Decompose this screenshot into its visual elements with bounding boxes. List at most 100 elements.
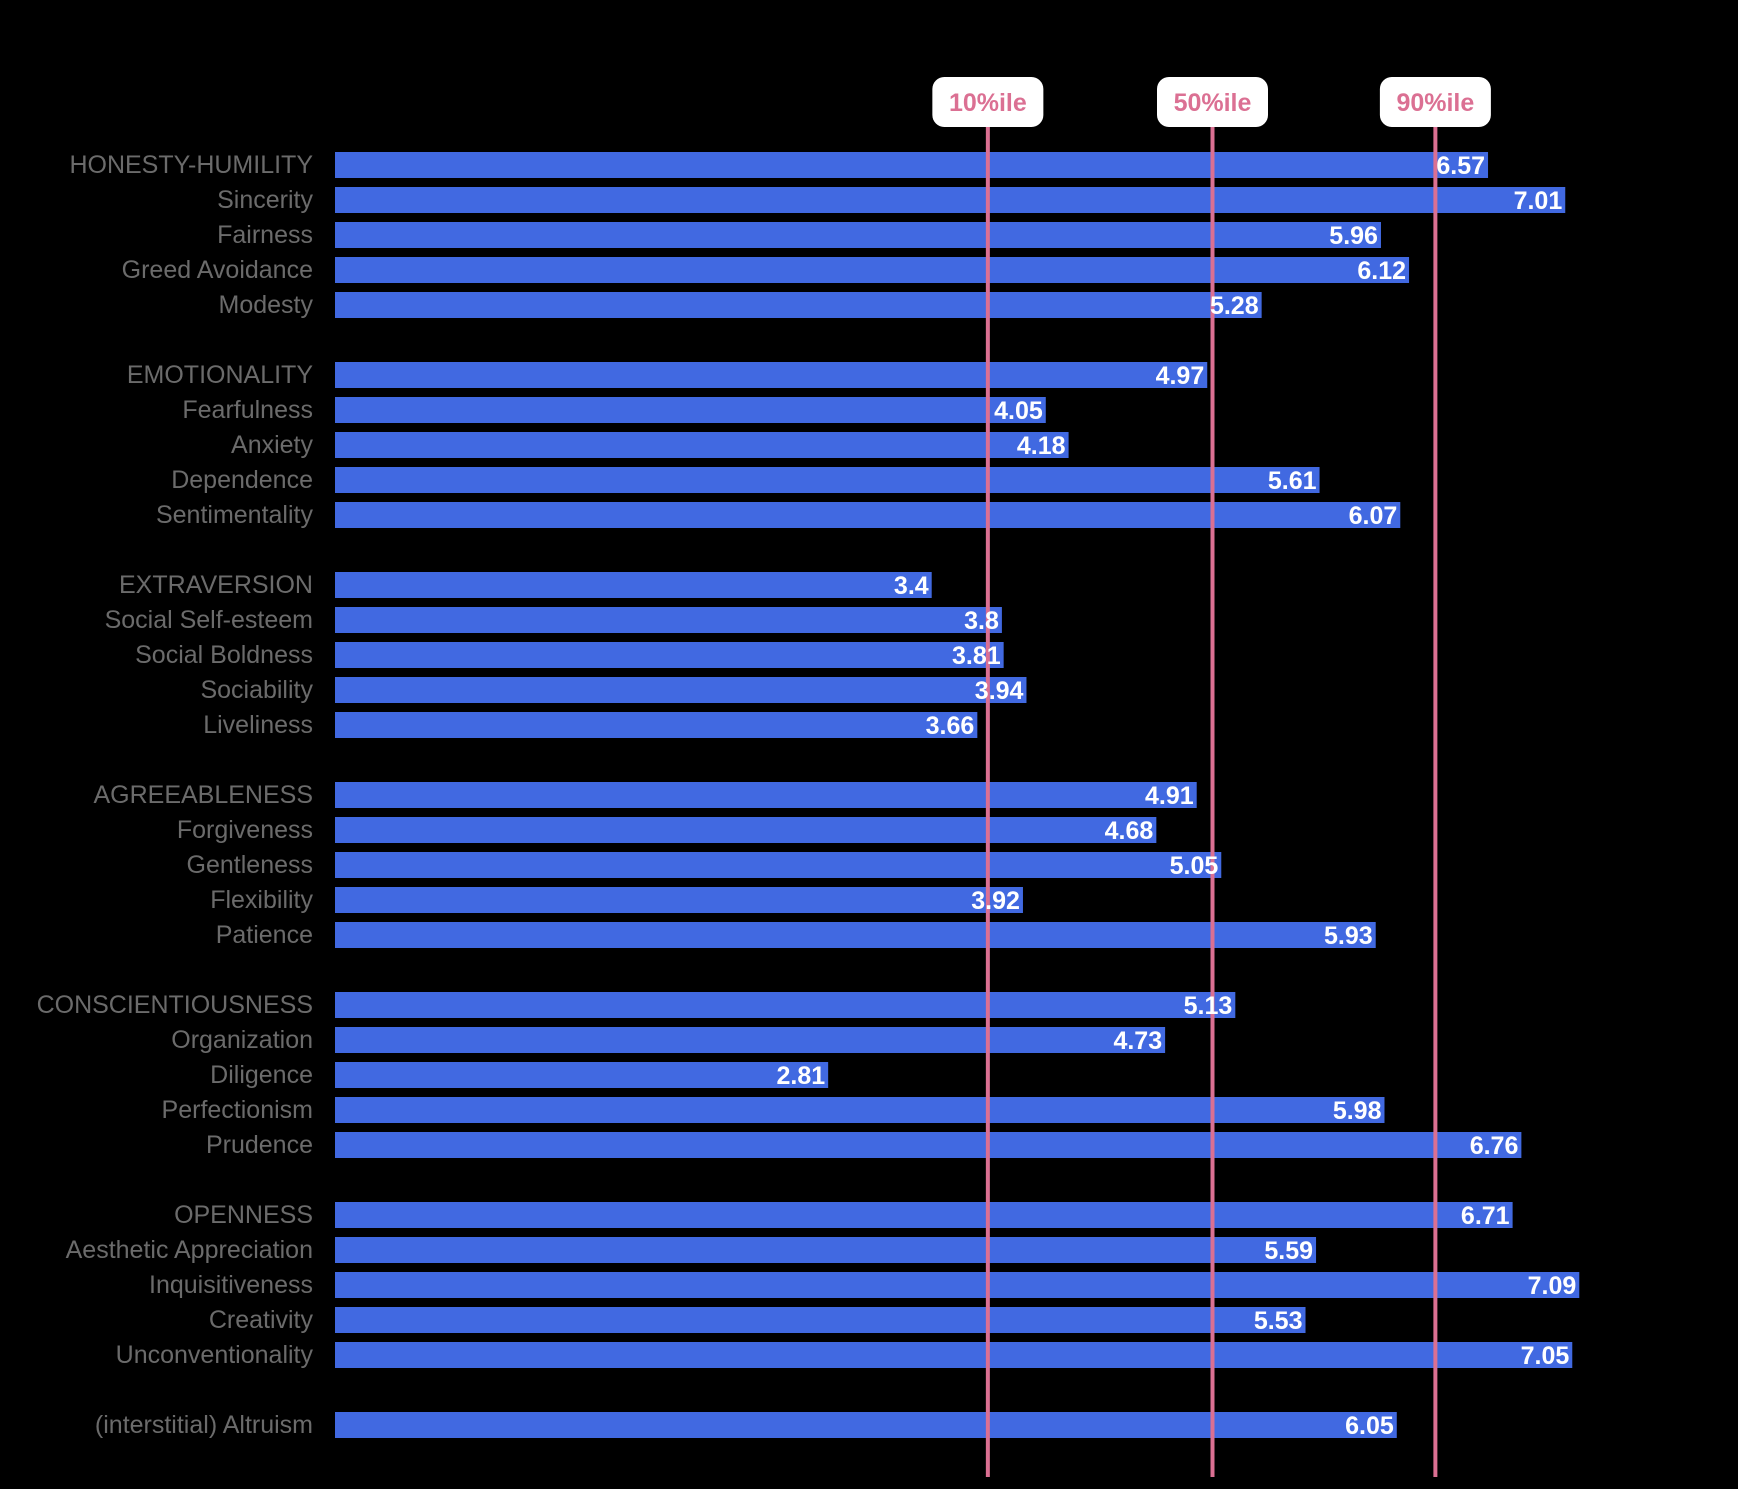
category-labels-layer: HONESTY-HUMILITY Sincerity Fairness Greed A…: [37, 151, 314, 1439]
category-label-social-self-esteem: Social Self-esteem: [105, 606, 313, 634]
percentile-lines-layer: [985, 77, 1438, 1477]
value-label-openness: 6.71: [1461, 1202, 1510, 1230]
bar-liveliness: [335, 712, 978, 738]
category-label-agreeableness: AGREEABLENESS: [93, 781, 313, 809]
value-label-social-self-esteem: 3.8: [964, 607, 999, 635]
bar-anxiety: [335, 432, 1069, 458]
bar-modesty: [335, 292, 1262, 318]
category-label-organization: Organization: [171, 1026, 313, 1054]
bar-dependence: [335, 467, 1320, 493]
category-label-social-boldness: Social Boldness: [135, 641, 313, 669]
value-label-honesty-humility: 6.57: [1436, 152, 1485, 180]
value-label-diligence: 2.81: [776, 1062, 825, 1090]
value-label-fearfulness: 4.05: [994, 397, 1043, 425]
bar-forgiveness: [335, 817, 1157, 843]
bar-aesthetic-appreciation: [335, 1237, 1317, 1263]
value-label-perfectionism: 5.98: [1333, 1097, 1382, 1125]
category-label-unconventionality: Unconventionality: [116, 1341, 314, 1369]
category-label-modesty: Modesty: [219, 291, 314, 319]
percentile-label-90-ile: 90%ile: [1396, 89, 1474, 117]
bar-patience: [335, 922, 1376, 948]
bar-creativity: [335, 1307, 1306, 1333]
category-label-aesthetic-appreciation: Aesthetic Appreciation: [66, 1236, 313, 1264]
percentile-pill-10-ile: [932, 77, 1044, 127]
bar-fearfulness: [335, 397, 1046, 423]
bar-extraversion: [335, 572, 932, 598]
value-labels-layer: 6.57 7.01 5.96 6.12 5.28 4.97 4.05 4.18 5.61 6.07…: [776, 152, 1576, 1440]
category-label-interstitial-altruism: (interstitial) Altruism: [95, 1411, 313, 1439]
value-label-sincerity: 7.01: [1514, 187, 1563, 215]
category-label-diligence: Diligence: [210, 1061, 313, 1089]
bar-agreeableness: [335, 782, 1197, 808]
bar-sentimentality: [335, 502, 1401, 528]
value-label-social-boldness: 3.81: [952, 642, 1001, 670]
percentile-label-10-ile: 10%ile: [949, 89, 1027, 117]
bar-social-boldness: [335, 642, 1004, 668]
value-label-emotionality: 4.97: [1156, 362, 1205, 390]
category-label-dependence: Dependence: [171, 466, 313, 494]
bar-openness: [335, 1202, 1513, 1228]
value-label-dependence: 5.61: [1268, 467, 1317, 495]
value-label-extraversion: 3.4: [894, 572, 929, 600]
bar-prudence: [335, 1132, 1522, 1158]
value-label-sociability: 3.94: [975, 677, 1024, 705]
value-label-agreeableness: 4.91: [1145, 782, 1194, 810]
bar-sincerity: [335, 187, 1566, 213]
bar-conscientiousness: [335, 992, 1236, 1018]
value-label-prudence: 6.76: [1470, 1132, 1519, 1160]
bar-fairness: [335, 222, 1381, 248]
percentile-pill-50-ile: [1157, 77, 1268, 127]
bar-diligence: [335, 1062, 829, 1088]
value-label-modesty: 5.28: [1210, 292, 1259, 320]
value-label-flexibility: 3.92: [971, 887, 1020, 915]
category-label-creativity: Creativity: [209, 1306, 314, 1334]
percentile-pills-layer: 10%ile 50%ile 90%ile: [932, 77, 1491, 127]
category-label-gentleness: Gentleness: [187, 851, 313, 879]
category-label-emotionality: EMOTIONALITY: [127, 361, 313, 389]
bar-flexibility: [335, 887, 1023, 913]
category-label-anxiety: Anxiety: [231, 431, 313, 459]
value-label-interstitial-altruism: 6.05: [1345, 1412, 1394, 1440]
category-label-extraversion: EXTRAVERSION: [119, 571, 313, 599]
value-label-anxiety: 4.18: [1017, 432, 1066, 460]
bar-perfectionism: [335, 1097, 1385, 1123]
category-label-sociability: Sociability: [200, 676, 313, 704]
category-label-sincerity: Sincerity: [217, 186, 313, 214]
value-label-aesthetic-appreciation: 5.59: [1264, 1237, 1313, 1265]
category-label-patience: Patience: [216, 921, 313, 949]
value-label-organization: 4.73: [1113, 1027, 1162, 1055]
category-label-liveliness: Liveliness: [203, 711, 313, 739]
bar-honesty-humility: [335, 152, 1489, 178]
bar-inquisitiveness: [335, 1272, 1580, 1298]
category-label-conscientiousness: CONSCIENTIOUSNESS: [37, 991, 313, 1019]
bar-interstitial-altruism: [335, 1412, 1397, 1438]
category-label-perfectionism: Perfectionism: [162, 1096, 313, 1124]
category-label-inquisitiveness: Inquisitiveness: [149, 1271, 313, 1299]
bar-unconventionality: [335, 1342, 1573, 1368]
value-label-unconventionality: 7.05: [1521, 1342, 1570, 1370]
category-label-fearfulness: Fearfulness: [182, 396, 313, 424]
category-label-greed-avoidance: Greed Avoidance: [122, 256, 313, 284]
category-label-sentimentality: Sentimentality: [156, 501, 314, 529]
value-label-patience: 5.93: [1324, 922, 1373, 950]
bar-organization: [335, 1027, 1166, 1053]
bars-layer: [335, 152, 1580, 1438]
bar-sociability: [335, 677, 1027, 703]
value-label-fairness: 5.96: [1329, 222, 1378, 250]
bar-social-self-esteem: [335, 607, 1002, 633]
category-label-honesty-humility: HONESTY-HUMILITY: [69, 151, 313, 179]
value-label-conscientiousness: 5.13: [1184, 992, 1233, 1020]
value-label-sentimentality: 6.07: [1349, 502, 1398, 530]
category-label-fairness: Fairness: [217, 221, 313, 249]
bar-emotionality: [335, 362, 1208, 388]
value-label-forgiveness: 4.68: [1105, 817, 1154, 845]
category-label-openness: OPENNESS: [174, 1201, 313, 1229]
bar-gentleness: [335, 852, 1222, 878]
category-label-forgiveness: Forgiveness: [177, 816, 313, 844]
value-label-greed-avoidance: 6.12: [1357, 257, 1406, 285]
value-label-creativity: 5.53: [1254, 1307, 1303, 1335]
bar-greed-avoidance: [335, 257, 1410, 283]
percentile-pill-90-ile: [1379, 77, 1491, 127]
value-label-inquisitiveness: 7.09: [1528, 1272, 1577, 1300]
